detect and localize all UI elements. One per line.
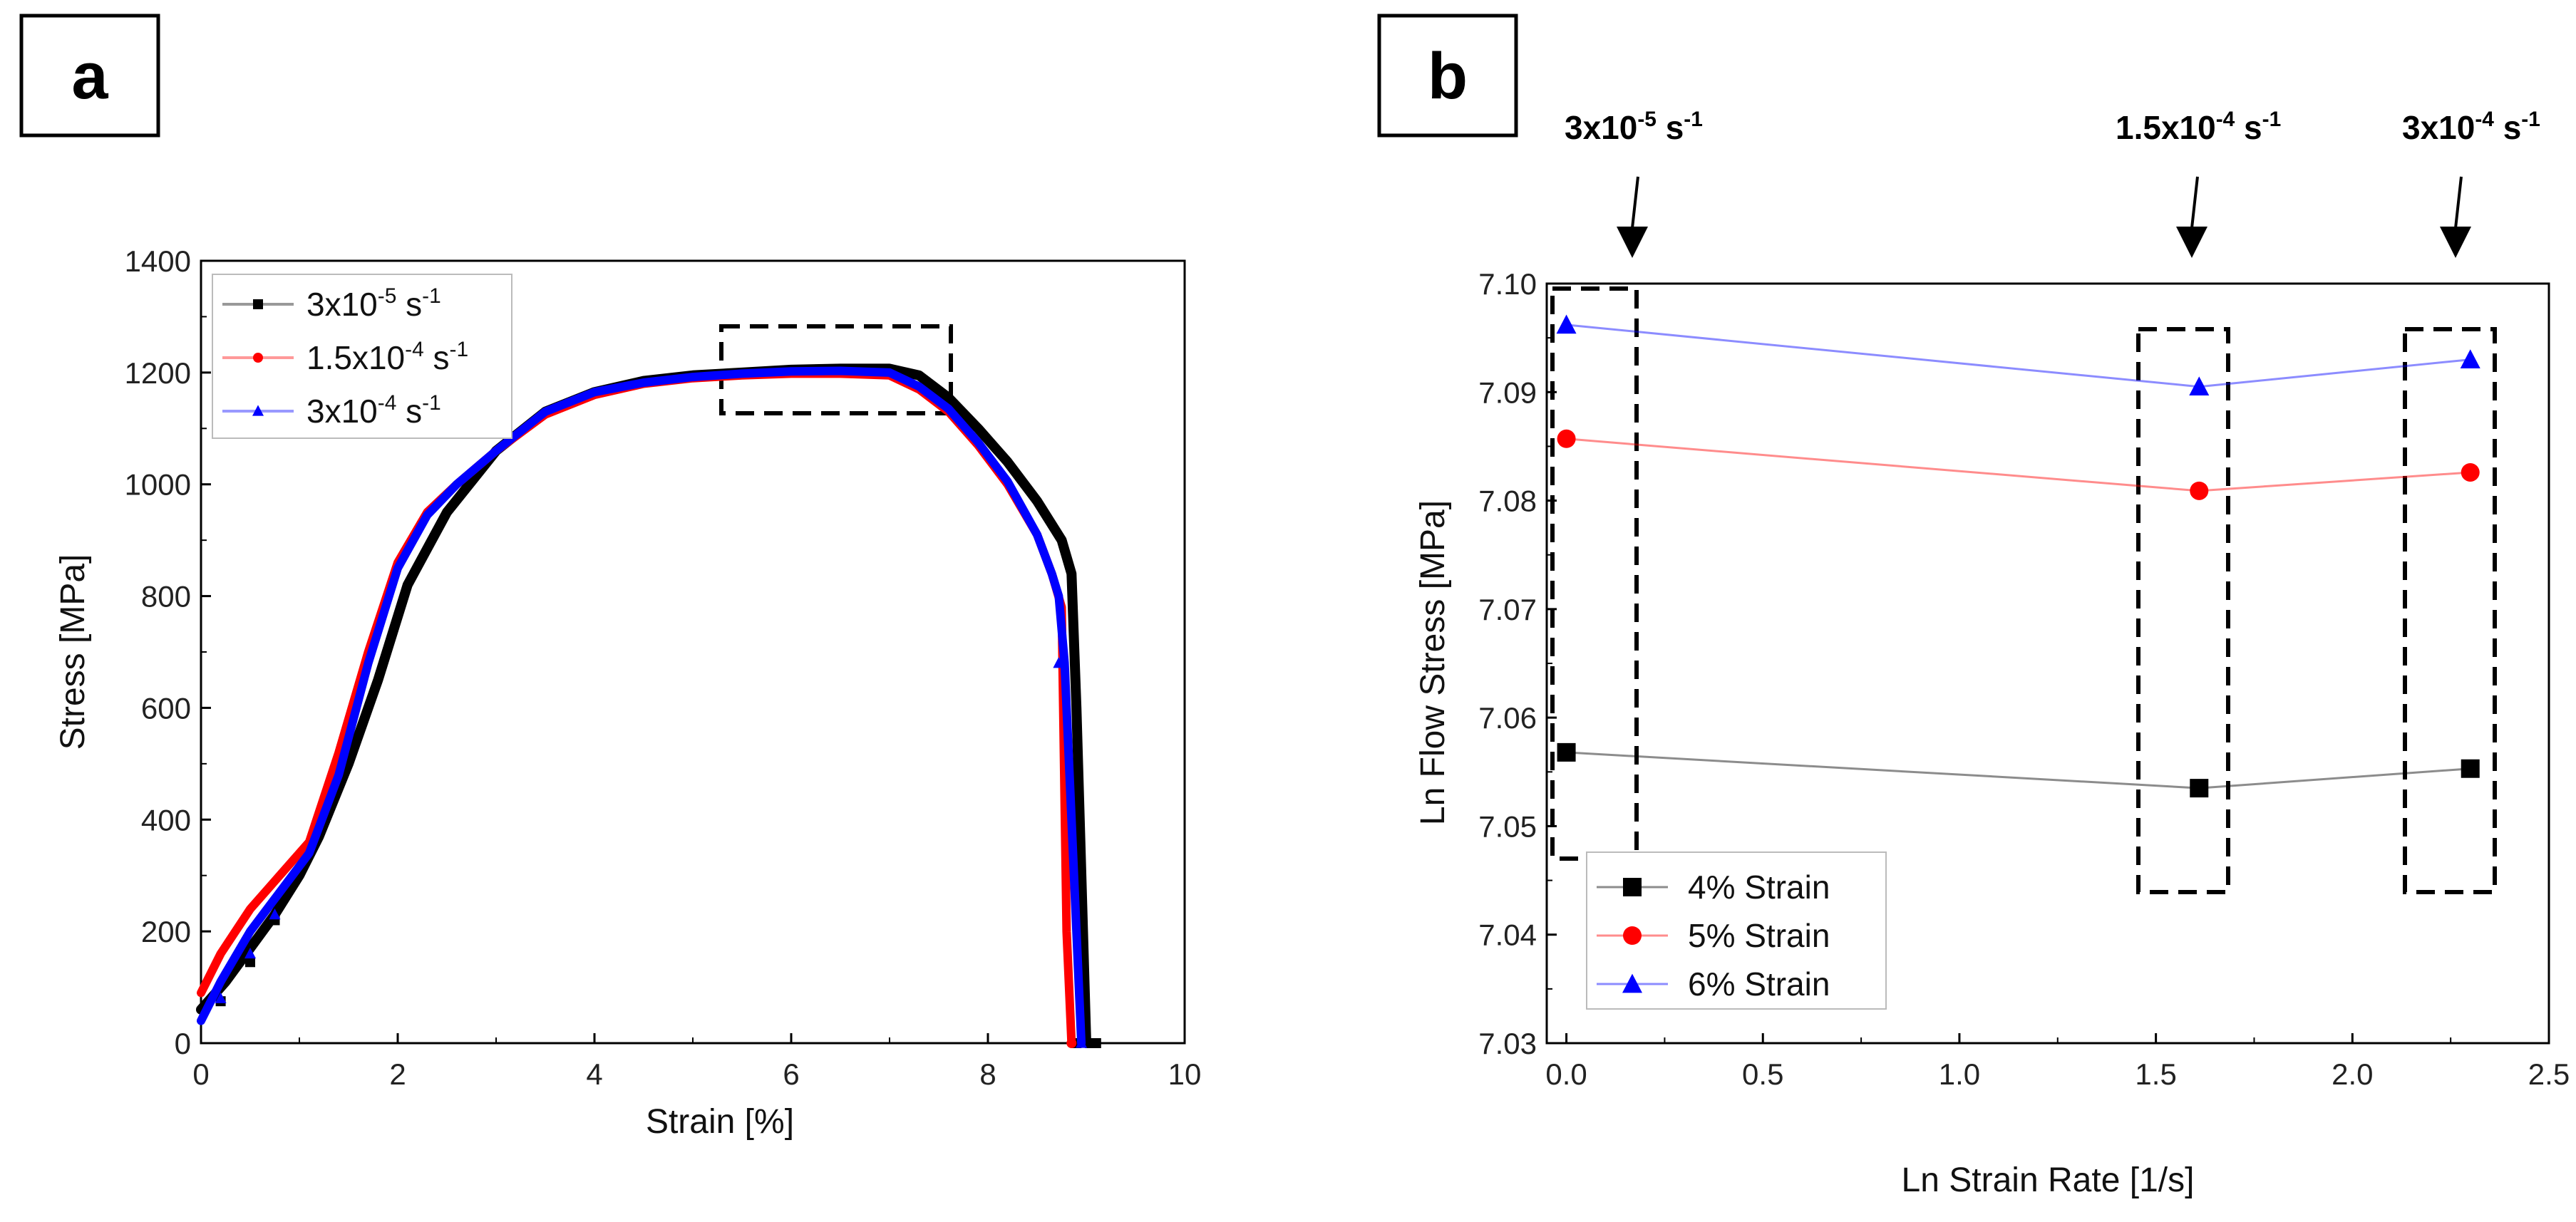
panel-a-series-line-1 bbox=[196, 363, 1101, 1048]
panel-a-ytick-label: 600 bbox=[141, 691, 191, 725]
panel-b-series bbox=[1556, 314, 2480, 798]
panel-a-series bbox=[196, 363, 1101, 1048]
panel-b-ytick-label: 7.10 bbox=[1478, 267, 1537, 301]
panel-b-series-2-point bbox=[2190, 481, 2209, 500]
panel-b-series-2-point bbox=[1557, 429, 1576, 448]
panel-a-label-box bbox=[19, 14, 160, 138]
panel-b-ticks: 0.0 0.5 1.0 1.5 2.0 2.5 7.03 7.04 7.05 7.06 7.07 7.… bbox=[1478, 267, 2570, 1091]
panel-a-ytick-label: 400 bbox=[141, 803, 191, 837]
panel-b-series-3-point bbox=[2189, 376, 2210, 396]
panel-b-rate-label-3: 3x10-4 s-1 bbox=[2402, 108, 2540, 146]
panel-a-xtick-label: 8 bbox=[979, 1057, 996, 1091]
panel-a-ytick-label: 800 bbox=[141, 580, 191, 613]
panel-b-ytick-label: 7.09 bbox=[1478, 376, 1537, 409]
panel-a-legend: 3x10-5 s-1 1.5x10-4 s-1 3x10-4 s-1 bbox=[212, 274, 512, 439]
panel-b-rate-annotations: 3x10-5 s-1 1.5x10-4 s-1 3x10-4 s-1 bbox=[1565, 108, 2540, 258]
panel-b-series-line-2 bbox=[1566, 437, 2471, 492]
panel-b-xtick-label: 1.5 bbox=[2135, 1057, 2176, 1091]
panel-b-series-1-point bbox=[1557, 742, 1576, 762]
panel-b-ytick-label: 7.07 bbox=[1478, 593, 1537, 626]
panel-a-legend-label-3: 3x10-4 s-1 bbox=[306, 391, 441, 430]
panel-a-legend-marker bbox=[253, 299, 263, 309]
panel-b-arrow-shaft-2 bbox=[2190, 176, 2199, 229]
panel-b-legend-marker bbox=[1622, 973, 1642, 993]
panel-a-series-3-marker bbox=[1076, 1037, 1088, 1048]
panel-a-legend-label-2: 1.5x10-4 s-1 bbox=[306, 338, 468, 376]
panel-b-legend-label-2: 5% Strain bbox=[1688, 917, 1830, 954]
panel-a-ytick-label: 1200 bbox=[125, 356, 191, 390]
panel-b-series-line-1 bbox=[1566, 751, 2471, 789]
panel-b: b 3x10-5 s-1 1.5x10-4 s-1 3x10-4 s-1 0.0 0.… bbox=[1377, 14, 2570, 1199]
panel-b-legend: 4% Strain 5% Strain 6% Strain bbox=[1586, 851, 1887, 1010]
panel-b-arrow-shaft-1 bbox=[1631, 176, 1639, 229]
panel-a-series-3-marker bbox=[1053, 657, 1065, 668]
panel-a-ticks: 0 2 4 6 8 10 0 200 400 600 800 1000 1200 1400 bbox=[125, 244, 1202, 1091]
panel-b-series-1-point bbox=[2461, 759, 2480, 778]
panel-b-arrow-head-2 bbox=[2176, 227, 2207, 258]
panel-b-label: b bbox=[1428, 40, 1468, 113]
panel-a-xtick-label: 10 bbox=[1168, 1057, 1202, 1091]
panel-a-ytick-label: 1400 bbox=[125, 244, 191, 278]
panel-b-xtick-label: 0.0 bbox=[1545, 1057, 1587, 1091]
panel-b-series-3-point bbox=[1556, 314, 1577, 334]
panel-a-series-2-marker bbox=[1066, 1038, 1077, 1048]
panel-a-legend-marker bbox=[253, 353, 263, 363]
panel-a-legend-marker bbox=[252, 405, 264, 416]
panel-a-series-1-marker bbox=[245, 957, 255, 968]
panel-a-label: a bbox=[71, 40, 108, 113]
panel-b-rate-label-1: 3x10-5 s-1 bbox=[1565, 108, 1703, 146]
panel-b-arrow-head-1 bbox=[1617, 227, 1648, 258]
panel-a-ylabel: Stress [MPa] bbox=[54, 554, 92, 750]
panel-a-xtick-label: 2 bbox=[389, 1057, 406, 1091]
panel-b-arrow-shaft-3 bbox=[2454, 176, 2463, 229]
panel-a-legend-label-1: 3x10-5 s-1 bbox=[306, 284, 441, 323]
panel-b-series-2-point bbox=[2461, 462, 2480, 482]
panel-a-series-3-marker bbox=[215, 992, 227, 1003]
panel-a-xtick-label: 0 bbox=[192, 1057, 209, 1091]
panel-b-ytick-label: 7.03 bbox=[1478, 1027, 1537, 1060]
panel-a-ytick-label: 0 bbox=[175, 1027, 191, 1060]
panel-a-series-3-marker bbox=[269, 908, 281, 920]
panel-a: a 0 2 4 6 8 10 0 200 400 600 800 1000 1200 1400 Strai… bbox=[19, 14, 1202, 1141]
panel-a-series-line-3 bbox=[197, 366, 1086, 1047]
panel-a-highlight-box bbox=[719, 324, 953, 415]
panel-b-legend-label-1: 4% Strain bbox=[1688, 869, 1830, 906]
panel-b-ytick-label: 7.08 bbox=[1478, 485, 1537, 518]
panel-b-legend-label-3: 6% Strain bbox=[1688, 965, 1830, 1003]
panel-b-xtick-label: 1.0 bbox=[1939, 1057, 1980, 1091]
panel-b-ytick-label: 7.06 bbox=[1478, 701, 1537, 735]
panel-b-dashed-box-3 bbox=[2403, 327, 2497, 894]
panel-a-series-3-marker bbox=[244, 947, 256, 959]
panel-b-dashed-box-2 bbox=[2136, 327, 2230, 894]
panel-b-ylabel: Ln Flow Stress [MPa] bbox=[1414, 500, 1452, 825]
panel-b-dashed-box-1 bbox=[1550, 286, 1639, 861]
panel-b-label-box bbox=[1377, 14, 1518, 138]
panel-b-xtick-label: 0.5 bbox=[1742, 1057, 1783, 1091]
panel-b-ytick-label: 7.04 bbox=[1478, 918, 1537, 952]
panel-b-xtick-label: 2.0 bbox=[2332, 1057, 2373, 1091]
panel-a-ytick-label: 1000 bbox=[125, 468, 191, 502]
panel-b-series-3-point bbox=[2460, 349, 2480, 368]
panel-b-xtick-label: 2.5 bbox=[2528, 1057, 2570, 1091]
panel-b-rate-label-2: 1.5x10-4 s-1 bbox=[2116, 108, 2281, 146]
panel-b-legend-marker bbox=[1623, 878, 1642, 896]
panel-a-ytick-label: 200 bbox=[141, 915, 191, 948]
panel-a-series-1-marker bbox=[1091, 1038, 1101, 1048]
panel-b-ytick-label: 7.05 bbox=[1478, 809, 1537, 843]
panel-a-xlabel: Strain [%] bbox=[646, 1103, 794, 1141]
panel-b-xlabel: Ln Strain Rate [1/s] bbox=[1902, 1161, 2195, 1199]
panel-b-series-line-3 bbox=[1566, 323, 2471, 388]
panel-a-xtick-label: 6 bbox=[783, 1057, 799, 1091]
panel-b-legend-marker bbox=[1623, 926, 1642, 945]
panel-a-xtick-label: 4 bbox=[586, 1057, 602, 1091]
panel-b-series-1-point bbox=[2190, 779, 2209, 798]
panel-b-arrow-head-3 bbox=[2440, 227, 2471, 258]
panel-a-series-line-2 bbox=[197, 369, 1076, 1047]
